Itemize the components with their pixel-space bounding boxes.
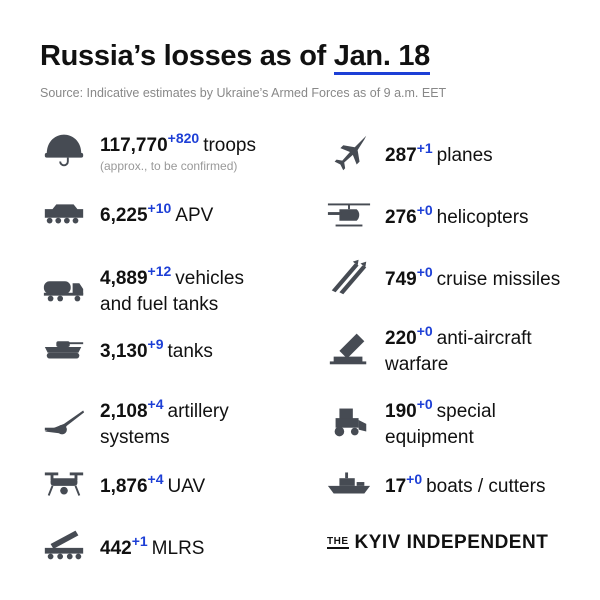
loss-increase: +820 — [167, 130, 200, 146]
loss-increase: +0 — [416, 202, 433, 218]
logo-the: THE — [327, 536, 349, 549]
page-title: Russia’s losses as of Jan. 18 — [40, 40, 430, 75]
loss-label: MLRS — [151, 538, 205, 559]
loss-label-line2: warfare — [385, 354, 449, 375]
title-prefix: Russia’s losses as of — [40, 40, 334, 72]
loss-label: boats / cutters — [426, 476, 546, 497]
loss-increase: +0 — [416, 264, 433, 280]
loss-label: tanks — [167, 341, 213, 362]
loss-increase: +0 — [416, 396, 433, 412]
tank-icon — [40, 328, 88, 368]
plane-icon — [325, 132, 373, 172]
artillery-icon — [40, 401, 88, 441]
loss-value: 6,225 — [100, 205, 148, 226]
loss-value: 3,130 — [100, 341, 148, 362]
loss-value: 2,108 — [100, 401, 148, 422]
loss-item: 287+1 planes — [325, 132, 493, 172]
title-date: Jan. 18 — [333, 40, 430, 75]
loss-item: 220+0 anti-aircraft warfare — [325, 318, 532, 378]
loss-increase: +0 — [416, 323, 433, 339]
loss-text: 3,130+9 tanks — [100, 331, 213, 365]
loss-text: 2,108+4 artillery systems — [100, 391, 229, 451]
loss-text: 287+1 planes — [385, 135, 493, 169]
loss-value: 117,770 — [100, 135, 168, 156]
loss-item: 2,108+4 artillery systems — [40, 391, 229, 451]
loss-value: 276 — [385, 207, 417, 228]
loss-item: 4,889+12 vehicles and fuel tanks — [40, 258, 244, 318]
loss-text: 749+0 cruise missiles — [385, 259, 560, 293]
loss-value: 1,876 — [100, 476, 148, 497]
drone-icon — [40, 463, 88, 503]
helmet-icon — [40, 129, 88, 169]
fuel-truck-icon — [40, 268, 88, 308]
loss-item: 17+0 boats / cutters — [325, 463, 545, 503]
loss-increase: +1 — [416, 140, 433, 156]
loss-text: 190+0 special equipment — [385, 391, 496, 451]
loss-item: 442+1 MLRS — [40, 525, 204, 565]
loss-label-line2: systems — [100, 427, 170, 448]
loader-icon — [325, 401, 373, 441]
loss-text: 220+0 anti-aircraft warfare — [385, 318, 532, 378]
loss-label: cruise missiles — [436, 269, 561, 290]
anti-aircraft-icon — [325, 328, 373, 368]
helicopter-icon — [325, 194, 373, 234]
missile-icon — [325, 256, 373, 296]
loss-label: special — [436, 401, 496, 422]
loss-label: planes — [436, 145, 493, 166]
loss-label: UAV — [167, 476, 206, 497]
loss-item: 749+0 cruise missiles — [325, 256, 560, 296]
loss-value: 287 — [385, 145, 417, 166]
logo-name: KYIV INDEPENDENT — [354, 532, 549, 553]
loss-text: 17+0 boats / cutters — [385, 466, 545, 500]
loss-value: 4,889 — [100, 268, 148, 289]
kyiv-independent-logo: THE KYIV INDEPENDENT — [327, 532, 548, 554]
loss-text: 1,876+4 UAV — [100, 466, 205, 500]
loss-increase: +0 — [406, 471, 423, 487]
loss-item: 6,225+10 APV — [40, 192, 213, 232]
loss-value: 220 — [385, 328, 417, 349]
loss-text: 276+0 helicopters — [385, 197, 529, 231]
loss-label: vehicles — [175, 268, 244, 289]
loss-text: 442+1 MLRS — [100, 528, 204, 562]
loss-increase: +10 — [147, 200, 172, 216]
apv-icon — [40, 192, 88, 232]
loss-increase: +4 — [147, 396, 164, 412]
loss-increase: +4 — [147, 471, 164, 487]
loss-item: 190+0 special equipment — [325, 391, 496, 451]
source-note: Source: Indicative estimates by Ukraine’… — [40, 86, 447, 100]
loss-text: 117,770+820 troops (approx., to be confirm… — [100, 125, 256, 173]
loss-item: 1,876+4 UAV — [40, 463, 205, 503]
loss-label: artillery — [167, 401, 229, 422]
loss-label-line2: equipment — [385, 427, 474, 448]
loss-text: 4,889+12 vehicles and fuel tanks — [100, 258, 244, 318]
loss-label-line2: and fuel tanks — [100, 294, 219, 315]
loss-increase: +1 — [131, 533, 148, 549]
loss-value: 190 — [385, 401, 417, 422]
loss-item: 117,770+820 troops (approx., to be confirm… — [40, 125, 256, 173]
loss-label: APV — [175, 205, 214, 226]
loss-increase: +12 — [147, 263, 172, 279]
loss-label: troops — [203, 135, 256, 156]
loss-text: 6,225+10 APV — [100, 195, 213, 229]
loss-item: 3,130+9 tanks — [40, 328, 213, 368]
boat-icon — [325, 463, 373, 503]
loss-value: 17 — [385, 476, 407, 497]
mlrs-icon — [40, 525, 88, 565]
loss-item: 276+0 helicopters — [325, 194, 529, 234]
loss-value: 442 — [100, 538, 132, 559]
loss-label: anti-aircraft — [436, 328, 532, 349]
loss-increase: +9 — [147, 336, 164, 352]
loss-label: helicopters — [436, 207, 529, 228]
loss-value: 749 — [385, 269, 417, 290]
loss-note: (approx., to be confirmed) — [100, 159, 238, 173]
